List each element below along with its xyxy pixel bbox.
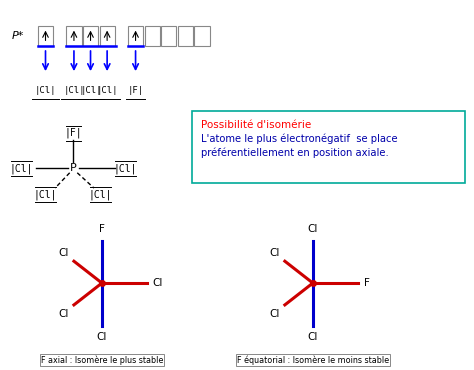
- Text: Cl: Cl: [59, 309, 69, 319]
- Text: P*: P*: [12, 31, 24, 41]
- Text: |F|: |F|: [128, 86, 144, 95]
- Text: Cl: Cl: [308, 332, 318, 342]
- Text: |Cl|: |Cl|: [64, 86, 85, 95]
- Text: |Cl|: |Cl|: [35, 86, 56, 95]
- Text: F: F: [364, 278, 369, 288]
- Text: F axial : Isomère le plus stable: F axial : Isomère le plus stable: [41, 355, 163, 365]
- Text: Possibilité d'isomérie: Possibilité d'isomérie: [201, 120, 312, 130]
- Text: Cl: Cl: [153, 278, 163, 288]
- Text: Cl: Cl: [270, 248, 280, 258]
- Text: |Cl|: |Cl|: [80, 86, 102, 95]
- Text: |Cl|: |Cl|: [96, 86, 118, 95]
- Text: Cl: Cl: [270, 309, 280, 319]
- Bar: [128, 26, 143, 46]
- Bar: [161, 26, 176, 46]
- Bar: [145, 26, 160, 46]
- Text: |Cl|: |Cl|: [88, 189, 112, 200]
- Text: Cl: Cl: [59, 248, 69, 258]
- Bar: [38, 26, 53, 46]
- Text: |Cl|: |Cl|: [34, 189, 57, 200]
- Text: F équatorial : Isomère le moins stable: F équatorial : Isomère le moins stable: [237, 355, 389, 365]
- FancyBboxPatch shape: [192, 111, 465, 183]
- Bar: [100, 26, 115, 46]
- Bar: [178, 26, 193, 46]
- Text: |Cl|: |Cl|: [9, 163, 33, 174]
- Text: Cl: Cl: [308, 224, 318, 234]
- Bar: [66, 26, 82, 46]
- Bar: [83, 26, 98, 46]
- Text: F: F: [99, 224, 105, 234]
- Text: |Cl|: |Cl|: [114, 163, 137, 174]
- Bar: [194, 26, 210, 46]
- Text: L'atome le plus électronégatif  se place
préférentiellement en position axiale.: L'atome le plus électronégatif se place …: [201, 133, 398, 158]
- Text: P: P: [70, 163, 77, 174]
- Text: Cl: Cl: [97, 332, 107, 342]
- Text: |F|: |F|: [64, 128, 82, 138]
